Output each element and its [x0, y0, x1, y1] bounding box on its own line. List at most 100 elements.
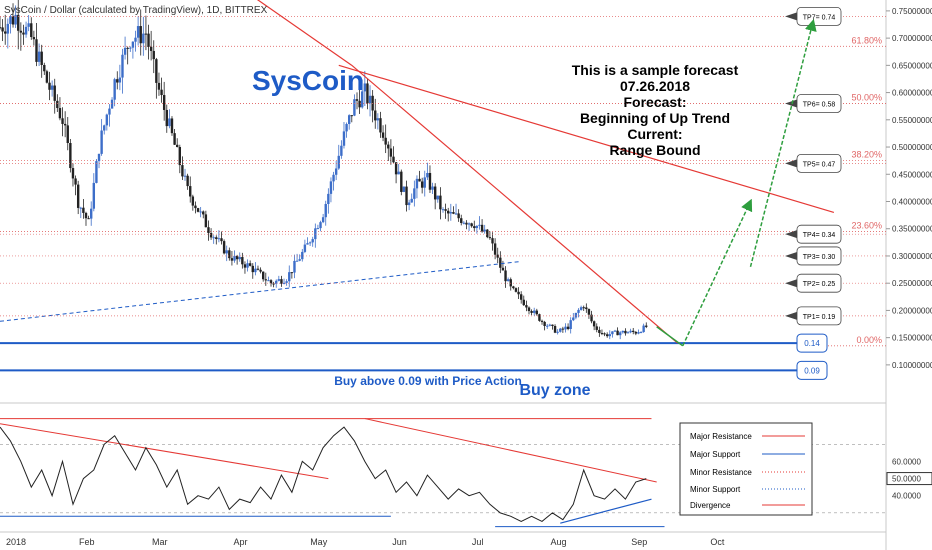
candle-body: [269, 280, 273, 284]
candle-body: [574, 312, 578, 318]
fib-label: 61.80%: [851, 35, 882, 45]
candle-body: [63, 123, 67, 126]
target-pointer: [785, 12, 797, 21]
rsi-tick-label: 50.0000: [892, 475, 921, 484]
candle-body: [334, 168, 338, 175]
candle-body: [87, 218, 90, 220]
candle-body: [551, 324, 554, 326]
candle-body: [465, 222, 468, 225]
candle-body: [199, 211, 202, 213]
candle-body: [559, 328, 562, 332]
candle-body: [285, 281, 288, 283]
candle-body: [27, 23, 30, 27]
resistance-line: [256, 0, 353, 66]
candle-body: [295, 260, 299, 262]
candle-body: [290, 272, 294, 274]
price-axis: 0.75000000 0.70000000 0.65000000 0.60000000…: [886, 7, 932, 370]
candle-body: [212, 237, 215, 239]
candle-body: [280, 279, 283, 284]
candle-body: [32, 37, 36, 40]
candle-body: [126, 47, 129, 49]
target-pointer: [785, 230, 797, 239]
candle-body: [546, 325, 549, 327]
legend: Major Resistance Major Support Minor Res…: [679, 422, 813, 516]
candle-body: [415, 178, 419, 189]
candle-body: [619, 332, 622, 336]
candle-body: [298, 259, 301, 261]
candle-body: [361, 91, 364, 108]
x-tick-label: Jun: [392, 537, 407, 547]
candle-body: [621, 330, 625, 333]
candle-body: [397, 171, 400, 175]
candle-body: [183, 175, 187, 177]
fib-label: 50.00%: [851, 92, 882, 102]
candle-body: [527, 307, 531, 312]
candle-body: [275, 280, 278, 284]
rsi-current-box: [886, 472, 932, 486]
candle-body: [514, 288, 518, 292]
candle-body: [342, 131, 346, 146]
target-pointer: [785, 311, 797, 320]
candle-body: [486, 229, 489, 238]
zone-tag: [796, 333, 828, 353]
candle-body: [340, 145, 343, 156]
candle-body: [431, 186, 434, 190]
candle-body: [496, 254, 499, 258]
candle-body: [420, 181, 424, 188]
candle-body: [548, 324, 552, 326]
candle-body: [123, 47, 127, 55]
candle-body: [116, 79, 119, 83]
candle-body: [483, 229, 486, 232]
candle-body: [308, 242, 312, 244]
candle-body: [225, 250, 228, 254]
y-tick-label: 0.15000000: [892, 334, 932, 343]
candle-body: [35, 39, 38, 62]
candle-body: [139, 26, 142, 44]
main-pane: [0, 0, 886, 403]
candle-body: [626, 332, 630, 334]
candle-body: [194, 205, 197, 209]
forecast-arrow: [682, 198, 753, 347]
targets: TP7= 0.74 TP6= 0.58 TP5= 0.47 TP4= 0.34 TP3=…: [0, 6, 886, 326]
candle-body: [311, 239, 314, 243]
candle-body: [634, 331, 638, 334]
candle-body: [100, 130, 103, 154]
candle-body: [58, 108, 62, 119]
candle-body: [17, 14, 20, 31]
candle-body: [228, 250, 231, 259]
zone-tag-label: 0.09: [804, 366, 820, 375]
candle-body: [436, 195, 439, 200]
candle-body: [600, 332, 604, 334]
candle-body: [400, 171, 403, 192]
rsi-tick-label: 60.0000: [892, 457, 921, 466]
candle-body: [410, 198, 413, 203]
target-pointer: [785, 279, 797, 288]
candle-body: [9, 16, 12, 24]
forecast-arrow: [749, 18, 817, 268]
candle-body: [105, 114, 109, 126]
candle-body: [353, 99, 356, 116]
candle-body: [261, 271, 265, 280]
candle-body: [642, 325, 645, 333]
candle-body: [155, 59, 158, 83]
legend-label: Minor Resistance: [690, 468, 752, 477]
candle-body: [347, 115, 351, 124]
candle-body: [222, 241, 226, 254]
candle-body: [61, 118, 64, 124]
candle-body: [441, 209, 445, 211]
candle-body: [160, 89, 163, 96]
candle-body: [1, 27, 4, 32]
candle-body: [134, 37, 137, 42]
candle-body: [264, 279, 267, 281]
y-tick-label: 0.30000000: [892, 252, 932, 261]
candle-body: [582, 307, 585, 309]
candle-body: [217, 238, 221, 240]
candle-body: [392, 156, 395, 163]
candle-body: [387, 144, 390, 149]
candle-body: [501, 267, 505, 271]
candle-body: [587, 309, 591, 315]
candle-body: [517, 291, 520, 295]
candle-body: [131, 41, 135, 48]
y-tick-label: 0.50000000: [892, 143, 932, 152]
